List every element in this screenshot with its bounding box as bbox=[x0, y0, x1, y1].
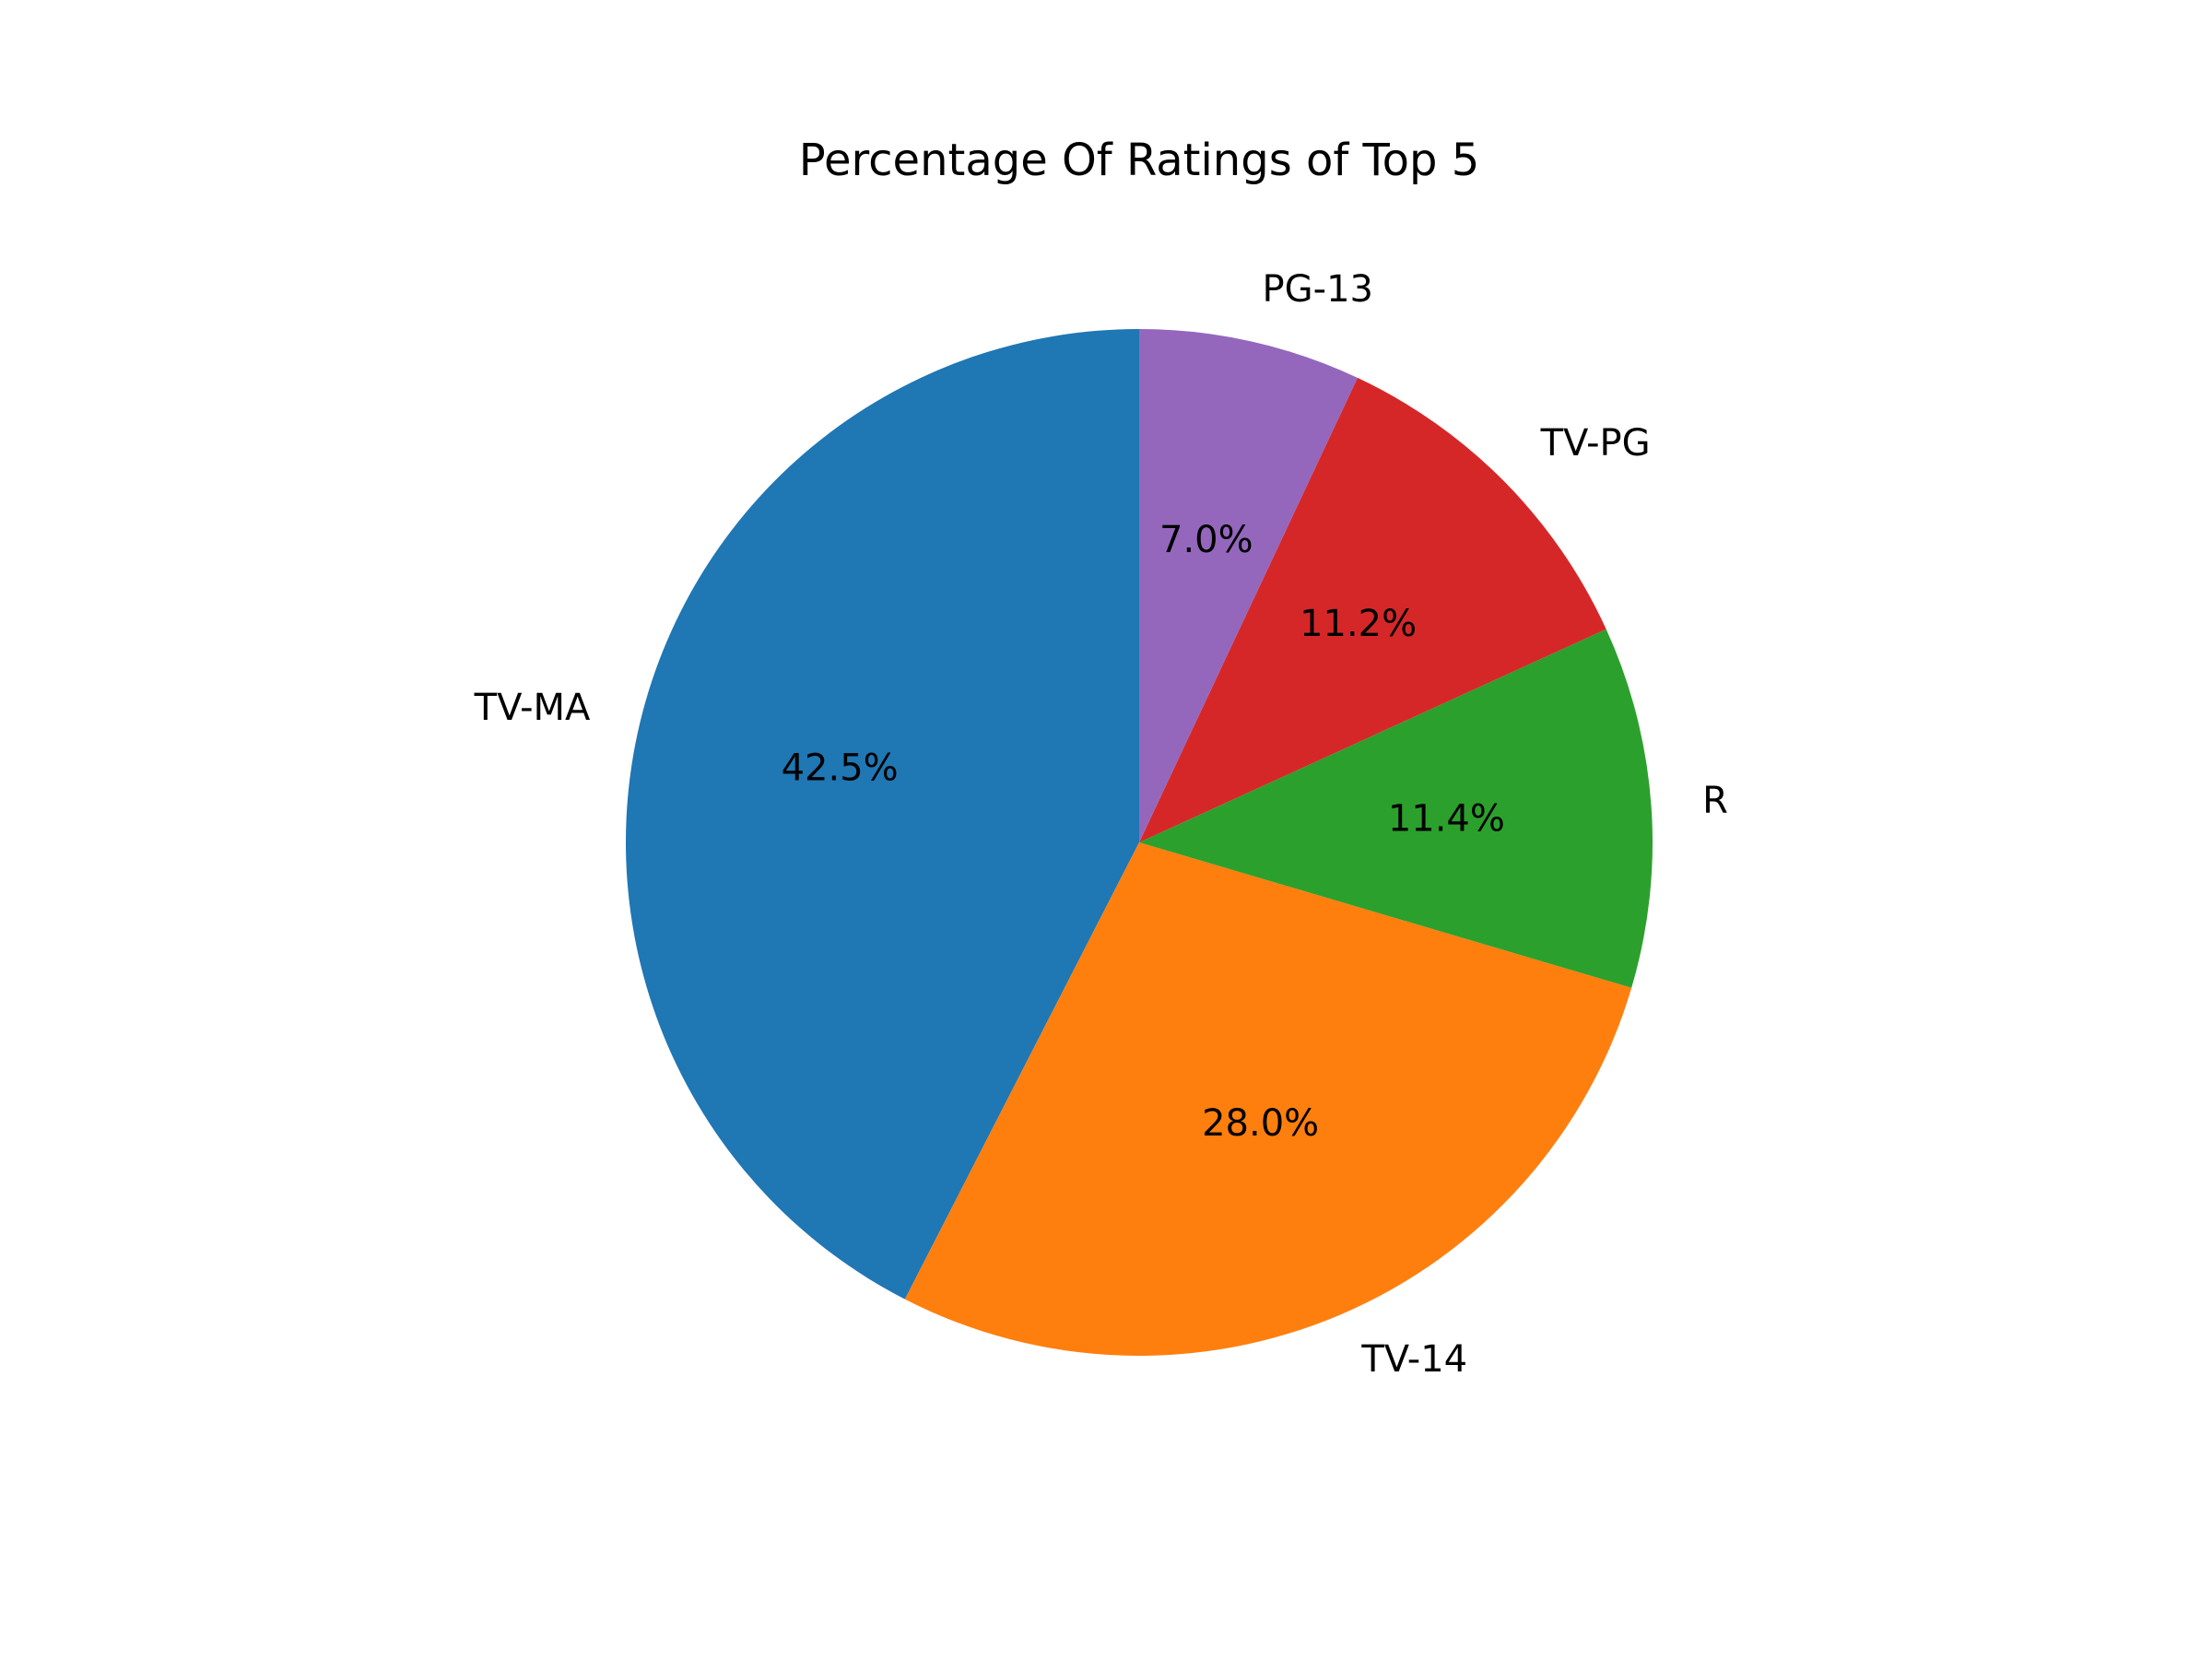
pct-label-r: 11.4% bbox=[1388, 797, 1505, 840]
slice-label-tv-ma: TV-MA bbox=[474, 687, 591, 729]
pct-label-tv-14: 28.0% bbox=[1202, 1102, 1319, 1145]
pct-label-pg-13: 7.0% bbox=[1159, 519, 1253, 561]
slice-label-r: R bbox=[1702, 780, 1728, 822]
pie-labels: TV-MA 42.5% TV-14 28.0% R 11.4% TV-PG 11.2% PG-1… bbox=[474, 268, 1728, 1381]
pie-slice-tv-14 bbox=[904, 842, 1632, 1356]
pie-slice-tv-pg bbox=[1139, 377, 1606, 842]
slice-label-tv-14: TV-14 bbox=[1360, 1338, 1467, 1381]
pie-slice-r bbox=[1139, 629, 1653, 988]
chart-title: Percentage Of Ratings of Top 5 bbox=[799, 135, 1480, 186]
pie-slice-tv-ma bbox=[625, 329, 1139, 1300]
pie-slice-pg-13 bbox=[1139, 329, 1358, 842]
pct-label-tv-ma: 42.5% bbox=[782, 747, 899, 790]
pct-label-tv-pg: 11.2% bbox=[1300, 603, 1417, 645]
pie-slices bbox=[625, 329, 1653, 1356]
slice-label-pg-13: PG-13 bbox=[1263, 268, 1373, 311]
slice-label-tv-pg: TV-PG bbox=[1540, 422, 1651, 465]
